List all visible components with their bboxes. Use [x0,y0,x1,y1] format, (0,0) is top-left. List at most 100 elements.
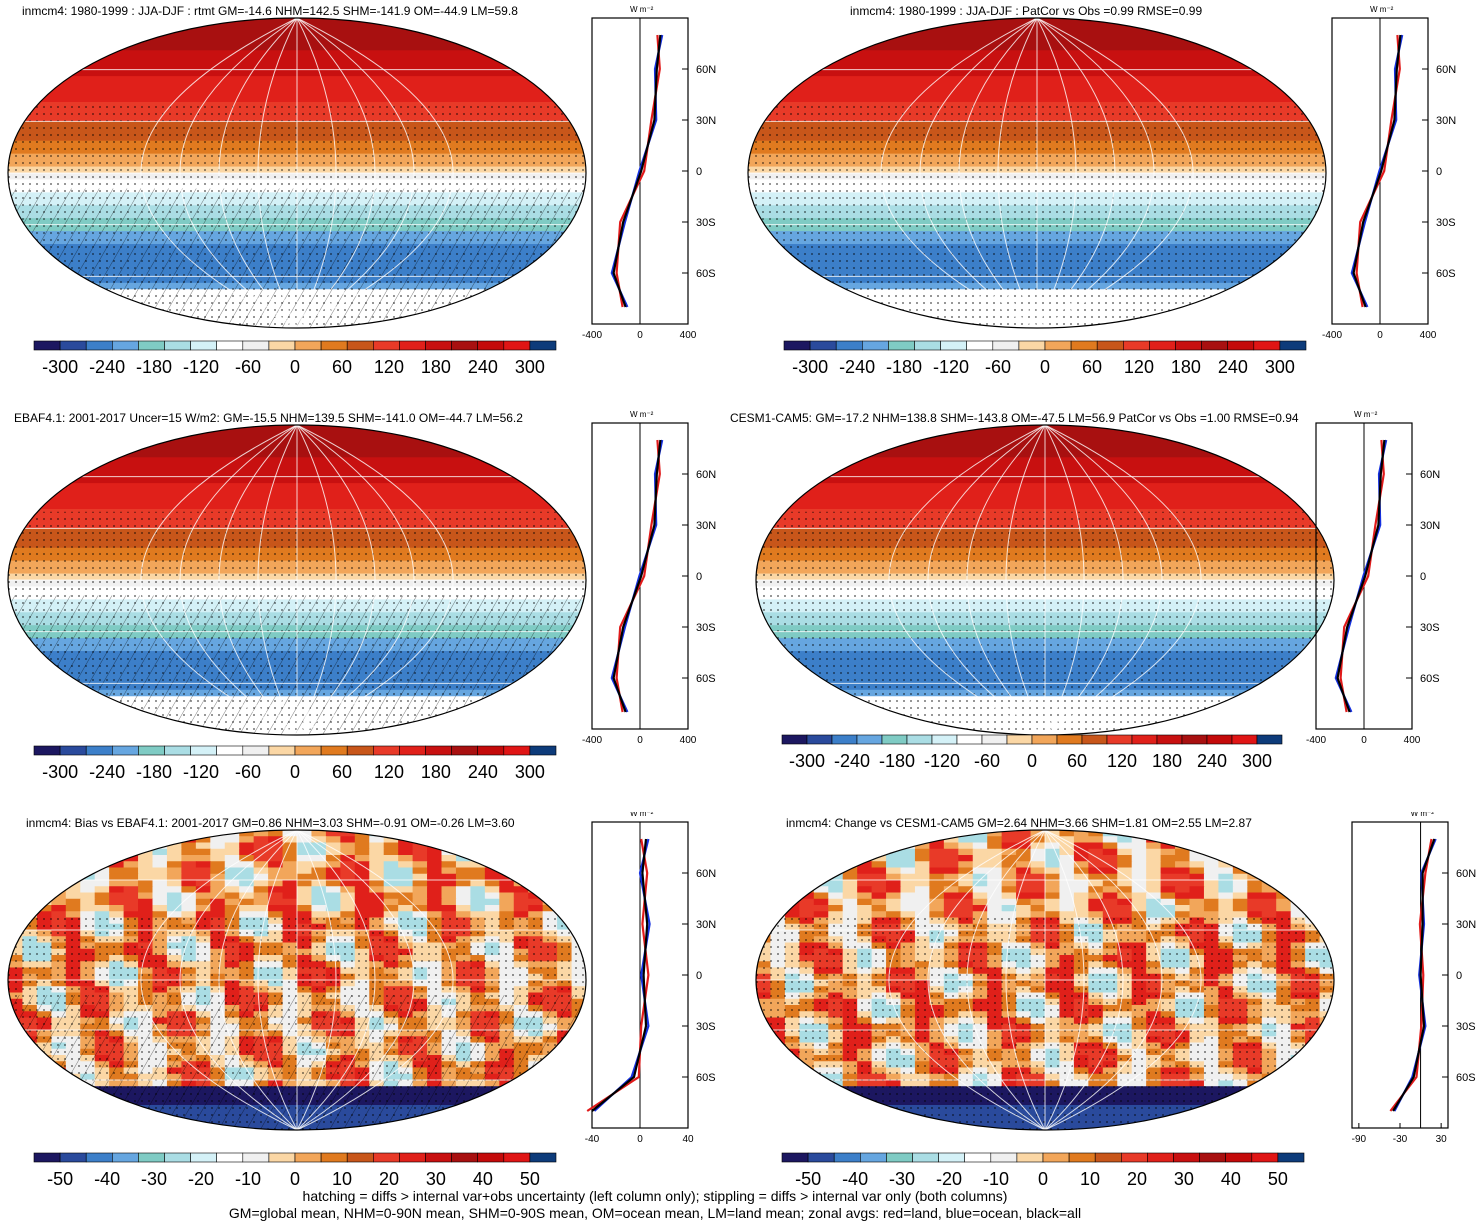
colorbar-swatch [85,1152,113,1163]
colorbar-label: -180 [136,357,172,377]
map-field [8,830,586,1130]
colorbar-label: 120 [1124,357,1154,377]
colorbar-swatch [294,1152,322,1163]
panel-title: inmcm4: Change vs CESM1-CAM5 GM=2.64 NHM… [786,816,1252,830]
zonal-ocean-line [593,838,651,1112]
colorbar-swatch [294,340,322,351]
colorbar-label: 240 [468,357,498,377]
colorbar-swatch [503,1152,531,1163]
colorbar-label: -10 [983,1169,1009,1189]
colorbar-swatch [956,734,983,745]
panel-graphic: 60N 30N 0 30S 60S W m⁻² -40 0 40 -50 -40 -30 -20 -10 0… [7,812,716,1189]
lat-tick-label: 60S [1420,673,1440,685]
colorbar-label: -60 [235,762,261,782]
colorbar-swatch [1094,1152,1122,1163]
colorbar-swatch [781,734,808,745]
colorbar-swatch [807,1152,835,1163]
colorbar-swatch [477,1152,505,1163]
colorbar-swatch [503,340,531,351]
colorbar-swatch [1206,734,1233,745]
map-field [748,18,1326,328]
panel-p5: inmcm4: Bias vs EBAF4.1: 2001-2017 GM=0.… [0,812,740,1212]
colorbar-swatch [1256,734,1283,745]
zonal-land-line [1339,439,1385,713]
colorbar-label: -20 [936,1169,962,1189]
zonal-all-line [1352,34,1402,308]
zonal-all-line [591,838,649,1112]
colorbar-swatch [1181,734,1208,745]
colorbar-label: 30 [426,1169,446,1189]
colorbar-swatch [992,340,1020,351]
lat-tick-label: 60N [696,64,716,76]
colorbar-swatch [1253,340,1281,351]
zonal-mean-plot: 60N 30N 0 30S 60S W m⁻² -400 0 400 [582,410,716,746]
zonal-ocean-line [1393,838,1437,1112]
colorbar-label: 300 [515,357,545,377]
panel-p1: inmcm4: 1980-1999 : JJA-DJF : rtmt GM=-1… [0,0,740,400]
colorbar-swatch [268,1152,296,1163]
footer-line-1: hatching = diffs > internal var+obs unce… [302,1188,1008,1204]
zonal-x-tick-label: 0 [1377,330,1383,341]
colorbar-swatch [399,340,426,351]
colorbar-swatch [320,1152,348,1163]
panel-graphic: 60N 30N 0 30S 60S W m⁻² -400 0 400 -300 -240 -180 -1… [747,5,1456,377]
zonal-x-tick-label: -400 [1322,330,1342,341]
colorbar-label: -50 [47,1169,73,1189]
colorbar-label: 240 [1218,357,1248,377]
lat-tick-label: 0 [696,571,702,583]
colorbar-label: -180 [886,357,922,377]
lat-tick-label: 60S [696,1072,716,1084]
colorbar-swatch [216,745,244,756]
colorbar-label: -60 [235,357,261,377]
lat-tick-label: 0 [1420,571,1426,583]
colorbar-swatch [1042,1152,1070,1163]
unit-label: W m⁻² [1354,410,1378,419]
unit-label: W m⁻² [1411,812,1435,818]
colorbar-label: 120 [374,762,404,782]
colorbar-swatch [914,340,941,351]
colorbar-swatch [451,340,479,351]
colorbar-label: 0 [290,357,300,377]
colorbar-swatch [833,1152,861,1163]
panel-p6: inmcm4: Change vs CESM1-CAM5 GM=2.64 NHM… [748,812,1483,1212]
colorbar-swatch [1106,734,1133,745]
lat-tick-label: 30N [696,919,716,931]
colorbar-label: -40 [842,1169,868,1189]
colorbar-swatch [320,745,348,756]
colorbar-swatch [85,340,113,351]
colorbar-swatch [781,1152,809,1163]
zonal-x-tick-label: 400 [1404,735,1421,746]
lat-tick-label: 0 [1456,970,1462,982]
zonal-x-tick-label: 400 [680,330,697,341]
colorbar-swatch [1070,340,1098,351]
colorbar-swatch [190,745,218,756]
panel-p4: CESM1-CAM5: GM=-17.2 NHM=138.8 SHM=-143.… [730,405,1483,805]
colorbar-label: -300 [42,357,78,377]
colorbar-swatch [477,745,505,756]
colorbar-swatch [964,1152,992,1163]
colorbar-swatch [372,1152,400,1163]
colorbar-swatch [1227,340,1255,351]
colorbar-label: 20 [379,1169,399,1189]
colorbar-swatch [783,340,811,351]
colorbar: -300 -240 -180 -120 -60 0 60 120 180 240 300 [781,734,1283,771]
colorbar-swatch [112,1152,139,1163]
colorbar-swatch [320,340,348,351]
colorbar-swatch [346,1152,374,1163]
colorbar-label: -240 [89,357,125,377]
zonal-mean-plot: 60N 30N 0 30S 60S W m⁻² -400 0 400 [1322,5,1456,341]
zonal-land-line [615,439,661,713]
zonal-x-tick-label: -40 [585,1134,600,1145]
colorbar-label: -240 [839,357,875,377]
zonal-mean-plot: 60N 30N 0 30S 60S W m⁻² -400 0 400 [582,5,716,341]
colorbar-label: 10 [1080,1169,1100,1189]
colorbar-swatch [164,1152,191,1163]
colorbar-swatch [809,340,837,351]
colorbar-label: -60 [974,751,1000,771]
zonal-x-tick-label: 400 [1420,330,1437,341]
lat-tick-label: 60S [696,673,716,685]
colorbar-swatch [1018,340,1046,351]
footer-line-2: GM=global mean, NHM=0-90N mean, SHM=0-90… [228,1205,1082,1221]
zonal-ocean-line [610,439,664,713]
zonal-all-line [1392,838,1436,1112]
